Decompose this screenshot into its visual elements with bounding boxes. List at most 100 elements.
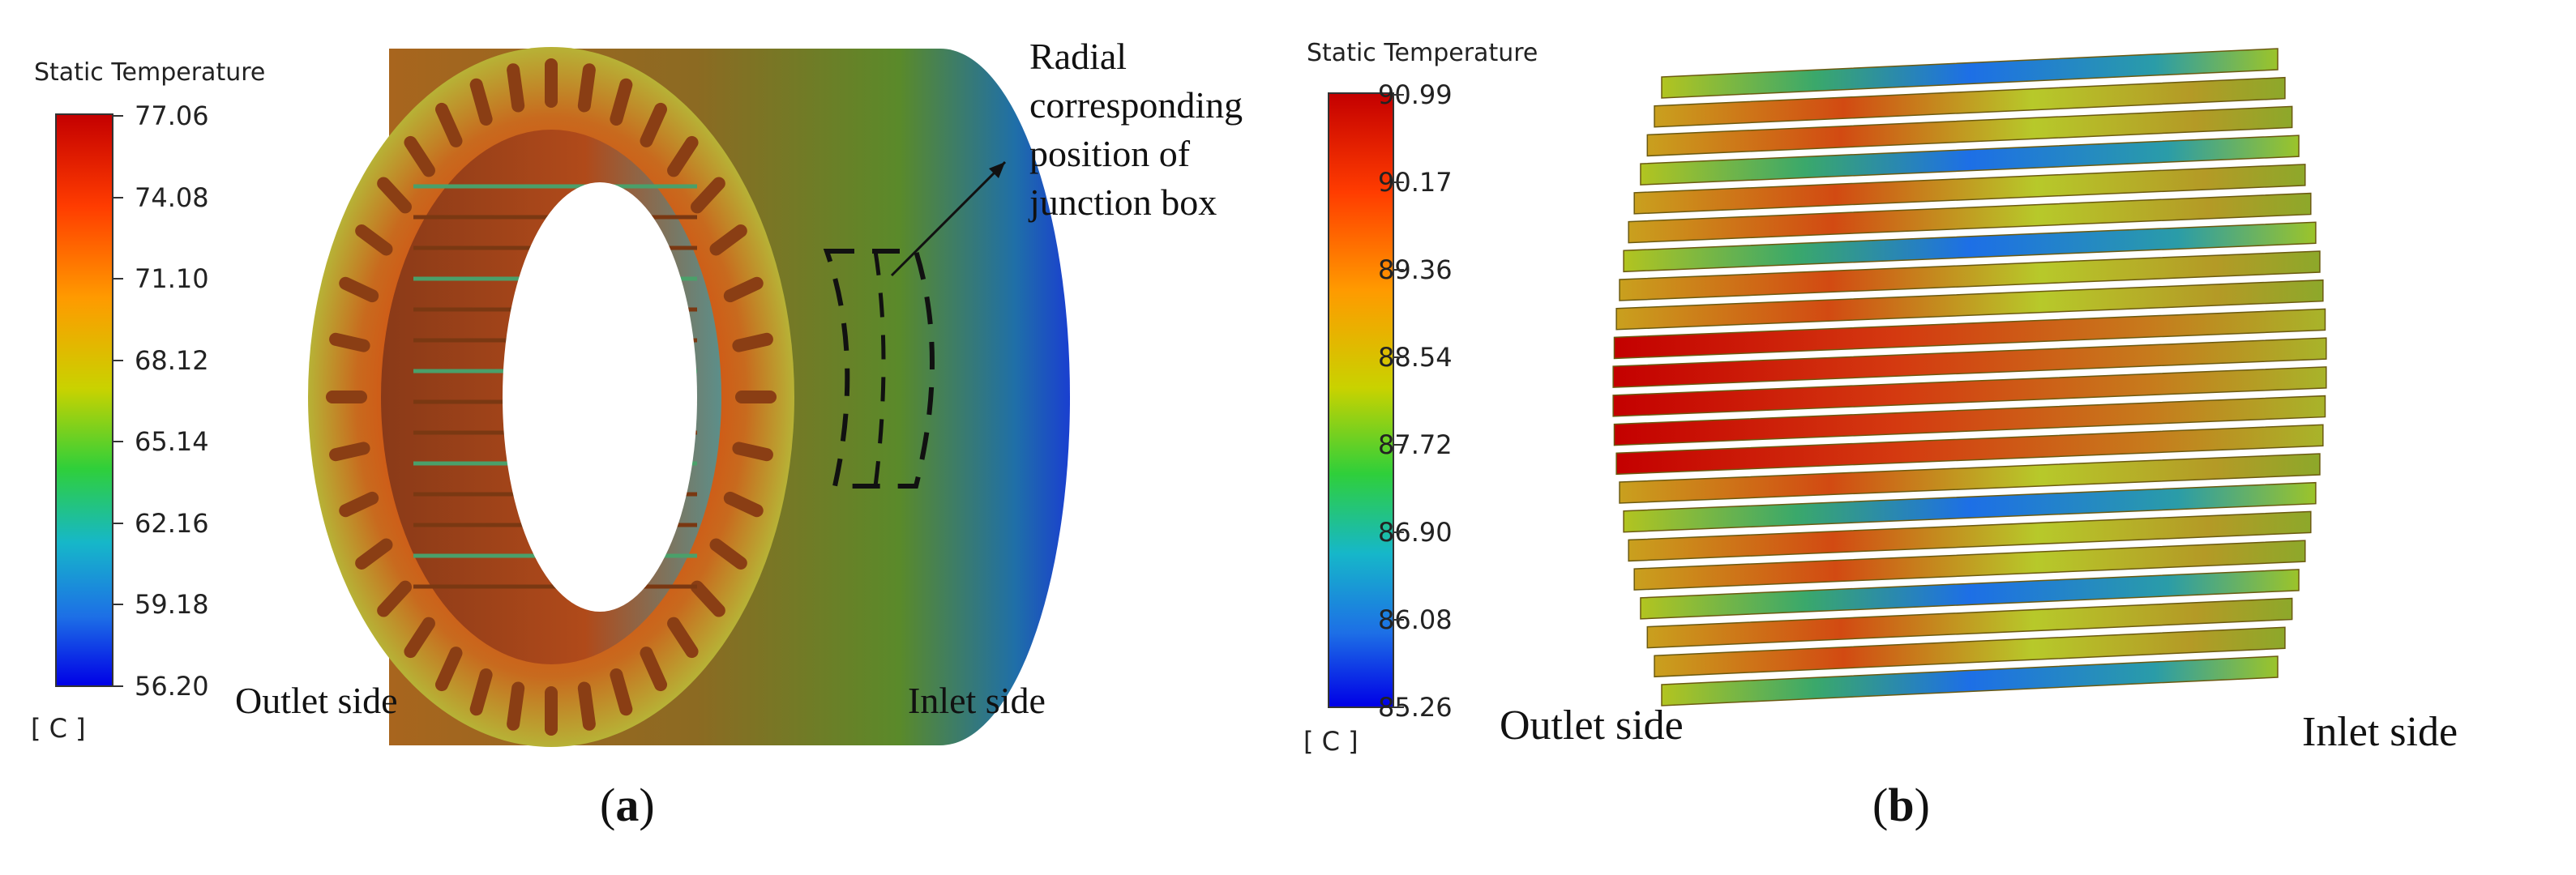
legend-tick-label: 86.08 <box>1378 604 1453 635</box>
winding-bar <box>1628 192 2312 244</box>
winding-bar <box>1623 221 2317 273</box>
winding-bar <box>1646 597 2293 649</box>
stator-core-render <box>308 47 1070 747</box>
caption-letter-a: a <box>615 779 640 831</box>
legend-tick-label: 87.72 <box>1378 429 1453 460</box>
winding-bar <box>1640 134 2300 186</box>
legend-tick-label: 68.12 <box>135 344 209 376</box>
caption-a: (a) <box>600 779 655 831</box>
stator-slot <box>577 681 596 731</box>
legend-tick-mark <box>112 115 123 117</box>
winding-bar <box>1615 279 2324 331</box>
legend-tick-mark <box>1393 356 1404 358</box>
stator-slot <box>723 491 764 518</box>
legend-tick-label: 90.99 <box>1378 79 1453 110</box>
legend-tick-mark <box>1393 181 1404 183</box>
stator-slot <box>667 135 699 177</box>
outlet-side-label-a: Outlet side <box>235 680 398 721</box>
winding-bar <box>1640 569 2300 620</box>
winding-bar <box>1619 453 2321 504</box>
legend-tick-mark <box>1393 619 1404 621</box>
winding-bar <box>1612 366 2327 417</box>
inlet-side-label-b: Inlet side <box>2302 709 2458 755</box>
stator-slot <box>339 491 379 518</box>
stator-slot <box>404 617 435 659</box>
legend-tick-mark <box>112 359 123 361</box>
winding-bar <box>1661 48 2279 99</box>
stator-slot <box>640 102 667 147</box>
winding-bar <box>1628 510 2312 562</box>
caption-b: (b) <box>1872 779 1930 831</box>
stator-slot <box>339 276 379 303</box>
winding-bar <box>1633 540 2306 591</box>
stator-slot <box>507 63 525 113</box>
panel-b-winding-temperature: Static Temperature 90.99 90.17 89.36 88.54 8… <box>1281 0 2576 875</box>
annotation-line-1: Radial <box>1029 36 1128 77</box>
legend-tick-label: 86.90 <box>1378 517 1453 548</box>
stator-slot <box>435 102 463 147</box>
legend-tick-mark <box>112 604 123 606</box>
stator-slot <box>610 668 633 716</box>
outlet-side-label-b: Outlet side <box>1500 702 1684 749</box>
stator-slot <box>610 78 633 126</box>
legend-title-b: Static Temperature <box>1307 39 1538 67</box>
stator-slot <box>377 177 412 214</box>
legend-tick-label: 85.26 <box>1378 692 1453 723</box>
stator-slot <box>355 224 393 256</box>
legend-tick-mark <box>112 278 123 280</box>
stator-slot <box>507 681 525 731</box>
legend-tick-mark <box>112 441 123 443</box>
legend-tick-label: 71.10 <box>135 263 209 295</box>
unit-label-b: [ C ] <box>1303 726 1359 757</box>
stator-slot <box>377 580 412 617</box>
stator-slot <box>667 617 699 659</box>
winding-bar <box>1661 655 2279 706</box>
winding-bar <box>1615 424 2324 476</box>
legend-tick-mark <box>1393 444 1404 446</box>
stator-slot <box>435 647 463 692</box>
legend-tick-mark <box>112 522 123 524</box>
stator-slot <box>691 580 725 617</box>
color-bar-b <box>1328 92 1394 708</box>
winding-bar <box>1613 395 2326 446</box>
stator-slot <box>709 538 747 570</box>
legend-tick-label: 74.08 <box>135 181 209 213</box>
stator-slot <box>404 135 435 177</box>
stator-slot <box>469 668 493 716</box>
winding-bar <box>1654 76 2286 128</box>
legend-tick-label: 90.17 <box>1378 167 1453 198</box>
legend-tick-mark <box>1393 706 1404 708</box>
caption-letter-b: b <box>1888 779 1915 831</box>
stator-slot <box>469 78 493 126</box>
stator-slot <box>723 276 764 303</box>
stator-slot <box>355 538 393 570</box>
winding-bar <box>1623 481 2317 533</box>
legend-tick-label: 88.54 <box>1378 342 1453 373</box>
color-bar-a <box>55 113 113 687</box>
winding-bar <box>1619 250 2321 301</box>
legend-tick-label: 89.36 <box>1378 254 1453 285</box>
stator-slot <box>640 647 667 692</box>
inlet-side-label-a: Inlet side <box>908 680 1046 721</box>
stator-slot <box>732 442 773 462</box>
legend-tick-label: 62.16 <box>135 507 209 539</box>
stator-slot <box>329 442 370 462</box>
unit-label-a: [ C ] <box>31 713 86 744</box>
legend-tick-mark <box>112 196 123 198</box>
winding-bar-group <box>1612 48 2327 706</box>
winding-bars-render <box>1612 48 2327 706</box>
legend-title-a: Static Temperature <box>34 58 266 87</box>
legend-tick-mark <box>112 685 123 687</box>
junction-box-outline <box>823 249 935 489</box>
stator-slot <box>577 63 596 113</box>
legend-tick-label: 59.18 <box>135 589 209 621</box>
winding-bar <box>1633 164 2306 215</box>
winding-bar <box>1612 337 2327 388</box>
panel-a-stator-temperature: Static Temperature 77.06 74.08 71.10 68.12 6… <box>0 0 1281 875</box>
junction-box-annotation: Radial corresponding position of junctio… <box>1029 32 1243 227</box>
legend-tick-mark <box>1393 531 1404 533</box>
legend-tick-label: 56.20 <box>135 671 209 702</box>
legend-tick-mark <box>1393 94 1404 96</box>
winding-bar <box>1646 105 2293 157</box>
legend-tick-mark <box>1393 269 1404 271</box>
